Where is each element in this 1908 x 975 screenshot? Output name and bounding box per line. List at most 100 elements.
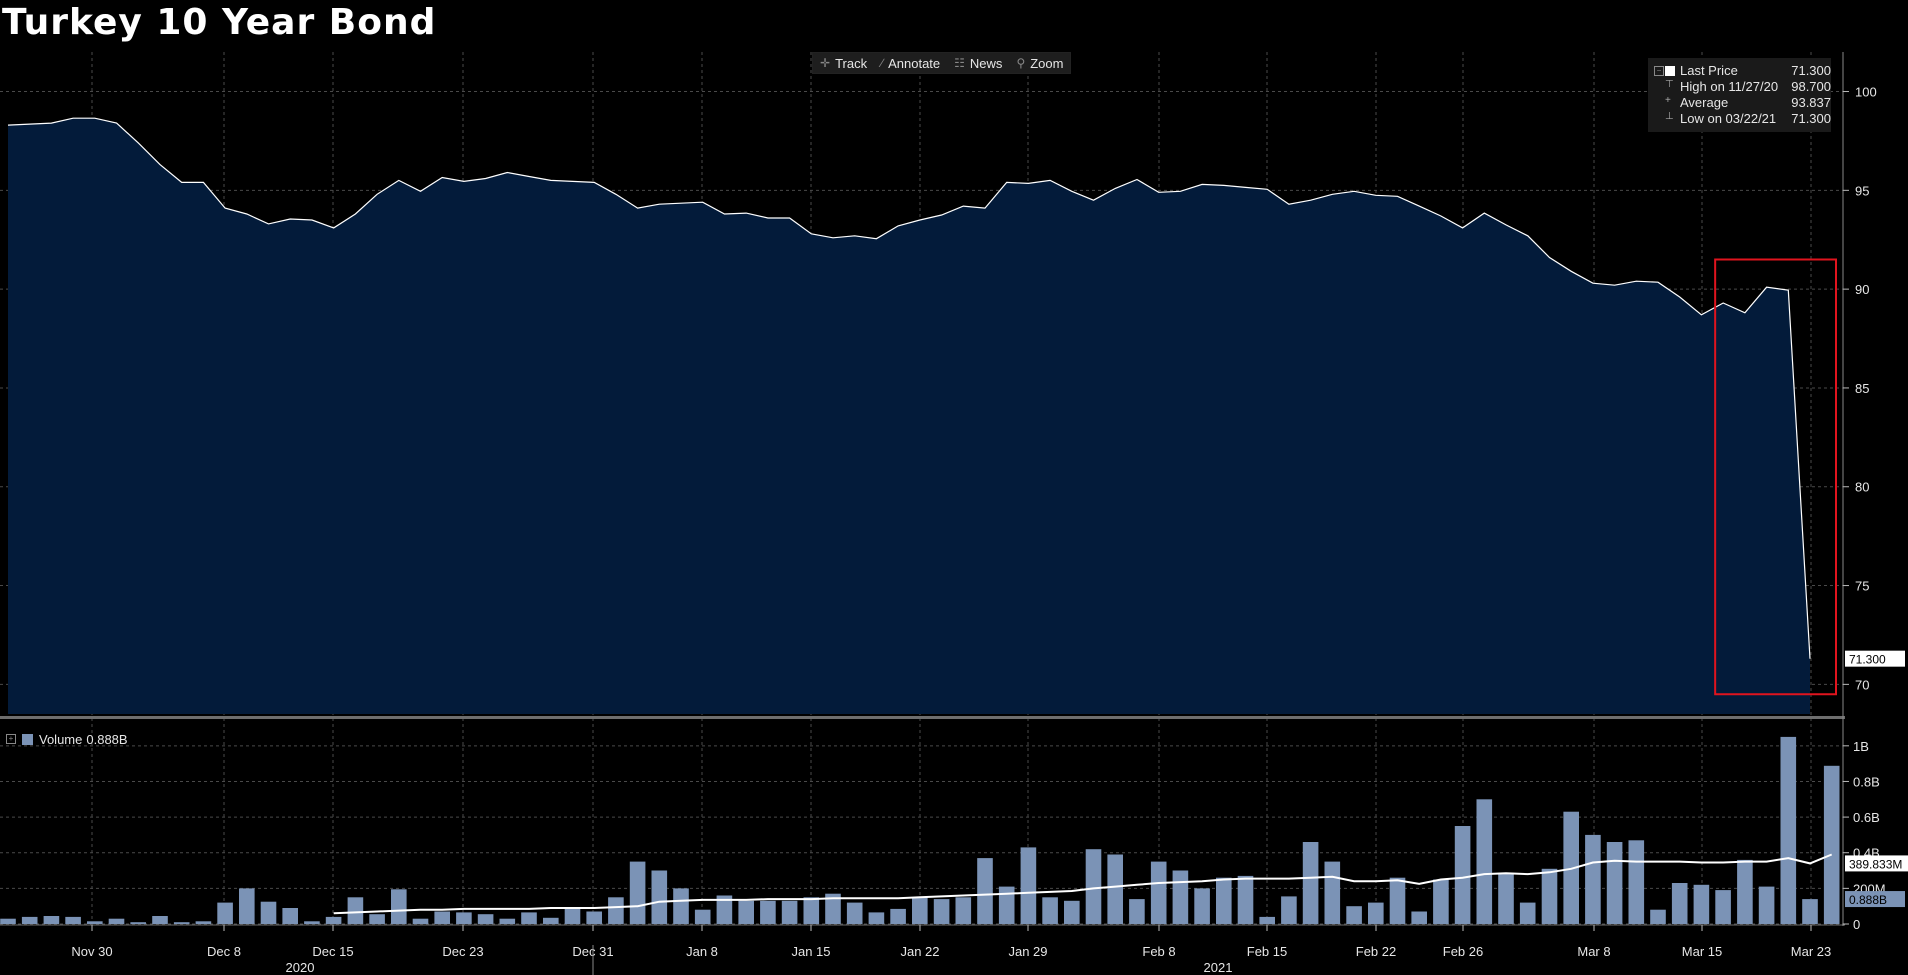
volume-bar — [1671, 883, 1688, 924]
crosshair-icon: ✛ — [820, 56, 831, 70]
price-area — [8, 118, 1810, 714]
y-tick-label: 100 — [1855, 85, 1877, 100]
news-label: News — [969, 55, 1003, 71]
volume-bar — [0, 918, 16, 924]
collapse-icon[interactable]: − — [1654, 66, 1664, 76]
volume-bar — [1802, 899, 1818, 924]
price-line — [7, 117, 1811, 659]
high-marker-icon: ⊤ — [1665, 79, 1674, 90]
volume-bar — [43, 916, 60, 924]
volume-bar — [152, 916, 168, 924]
low-value: 71.300 — [1791, 111, 1831, 126]
volume-bar — [1216, 877, 1232, 924]
low-marker-icon: ⊥ — [1665, 111, 1674, 122]
x-tick-label: Jan 22 — [900, 944, 939, 959]
legend-last-price[interactable]: − Last Price 71.300 — [1648, 63, 1831, 79]
volume-bar — [108, 918, 125, 924]
last-price-swatch — [1665, 66, 1675, 76]
volume-label: Volume — [39, 731, 83, 747]
expand-icon[interactable]: + — [6, 734, 16, 744]
volume-bar — [651, 870, 668, 924]
year-label: 2021 — [1204, 960, 1233, 975]
volume-bar — [608, 897, 624, 924]
y-tick-label: 80 — [1855, 480, 1869, 495]
x-tick-label: Feb 26 — [1443, 944, 1483, 959]
x-tick-label: Jan 15 — [791, 944, 830, 959]
last-price-value: 71.300 — [1791, 63, 1831, 78]
volume-bar — [586, 911, 602, 924]
volume-bar — [998, 886, 1015, 924]
zoom-button[interactable]: ⚲ Zoom — [1009, 53, 1070, 73]
zoom-label: Zoom — [1030, 55, 1064, 71]
volume-bar — [1541, 868, 1558, 924]
volume-bar — [825, 893, 841, 924]
highlight-box — [1714, 258, 1837, 696]
x-tick-label: Dec 15 — [312, 944, 353, 959]
volume-swatch — [22, 733, 33, 745]
volume-tick-label: 0 — [1853, 917, 1860, 932]
high-label: High on 11/27/20 — [1680, 79, 1779, 94]
volume-bar — [304, 921, 320, 924]
x-tick-label: Dec 8 — [207, 944, 241, 959]
volume-bar — [673, 888, 689, 924]
volume-legend[interactable]: + Volume 0.888B — [6, 730, 128, 748]
x-tick-label: Mar 15 — [1682, 944, 1722, 959]
volume-bar — [412, 918, 429, 924]
volume-bar — [890, 908, 906, 924]
annotate-button[interactable]: ∕ Annotate — [874, 53, 947, 73]
high-value: 98.700 — [1791, 79, 1831, 94]
volume-bar — [803, 897, 820, 924]
volume-bar — [1194, 888, 1210, 924]
volume-bar — [1411, 911, 1427, 924]
x-tick-label: Mar 8 — [1577, 944, 1610, 959]
volume-bar — [65, 916, 81, 924]
volume-bar — [1346, 906, 1362, 924]
volume-bar — [846, 902, 863, 924]
volume-bar — [781, 900, 798, 924]
news-button[interactable]: ☷ News — [947, 53, 1009, 73]
volume-bar — [347, 897, 364, 924]
last-volume-tag-bg — [1845, 891, 1905, 908]
last-price-label: Last Price — [1680, 63, 1738, 78]
volume-tick-label: 1B — [1853, 739, 1869, 754]
volume-bar — [521, 912, 537, 924]
legend-average: + Average 93.837 — [1648, 95, 1831, 111]
volume-bar — [1085, 849, 1102, 924]
volume-bar — [933, 899, 950, 924]
volume-bar — [716, 895, 733, 924]
pane-separator — [0, 716, 1845, 719]
pencil-icon: ∕ — [881, 56, 884, 70]
news-icon: ☷ — [954, 56, 965, 70]
volume-tick-label: 0.8B — [1853, 774, 1880, 789]
x-tick-label: Jan 8 — [686, 944, 718, 959]
volume-bar — [1042, 897, 1058, 924]
y-tick-label: 85 — [1855, 381, 1869, 396]
volume-bar — [564, 908, 581, 924]
last-volume-tag: 0.888B — [1849, 893, 1887, 907]
legend-high: ⊤ High on 11/27/20 98.700 — [1648, 79, 1831, 95]
track-button[interactable]: ✛ Track — [813, 53, 874, 73]
volume-bar — [1519, 902, 1536, 924]
volume-bar — [694, 909, 711, 924]
volume-bar — [173, 922, 190, 924]
average-value: 93.837 — [1791, 95, 1831, 110]
volume-bar — [955, 897, 972, 924]
last-price-tag: 71.300 — [1849, 653, 1886, 667]
x-tick-label: Jan 29 — [1008, 944, 1047, 959]
volume-bar — [1606, 842, 1623, 924]
volume-bar — [391, 889, 407, 924]
volume-bar — [130, 922, 146, 924]
volume-bar — [456, 912, 472, 924]
volume-bar — [1498, 874, 1514, 924]
volume-bar — [1020, 847, 1037, 924]
volume-bar — [260, 901, 277, 924]
price-legend: − Last Price 71.300 ⊤ High on 11/27/20 9… — [1648, 58, 1831, 132]
volume-bar — [1302, 842, 1319, 924]
average-marker-icon: + — [1665, 95, 1671, 106]
volume-bar — [1476, 799, 1493, 924]
volume-bar — [325, 916, 342, 924]
chart-toolbar: ✛ Track ∕ Annotate ☷ News ⚲ Zoom — [812, 52, 1072, 74]
volume-bar — [1324, 861, 1341, 924]
volume-bar — [912, 897, 928, 924]
